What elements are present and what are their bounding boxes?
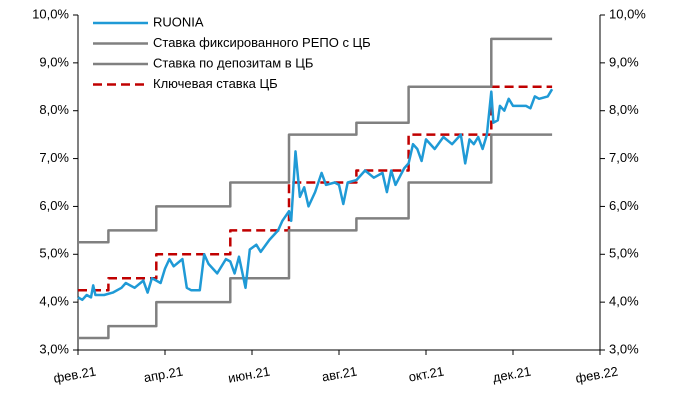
y2-tick-label: 7,0% (609, 150, 639, 165)
y-tick-label: 7,0% (39, 150, 69, 165)
y-tick-label: 4,0% (39, 294, 69, 309)
legend-label: RUONIA (153, 14, 204, 29)
x-tick-label: апр.21 (143, 364, 185, 386)
y2-tick-label: 8,0% (609, 102, 639, 117)
x-tick-label: июн.21 (227, 364, 271, 386)
y-tick-label: 8,0% (39, 102, 69, 117)
y-tick-label: 3,0% (39, 341, 69, 356)
y2-tick-label: 5,0% (609, 246, 639, 261)
y2-tick-label: 6,0% (609, 198, 639, 213)
x-tick-label: фев.21 (52, 364, 97, 386)
legend-label: Ключевая ставка ЦБ (153, 76, 278, 91)
series-line (77, 88, 554, 302)
y-tick-label: 10,0% (32, 6, 69, 21)
y-tick-label: 5,0% (39, 246, 69, 261)
series-line (78, 85, 553, 292)
y-tick-label: 6,0% (39, 198, 69, 213)
series-line (78, 133, 553, 340)
legend-label: Ставка по депозитам в ЦБ (153, 55, 313, 70)
y2-tick-label: 3,0% (609, 341, 639, 356)
y2-tick-label: 4,0% (609, 294, 639, 309)
x-tick-label: дек.21 (492, 364, 533, 385)
legend-label: Ставка фиксированного РЕПО с ЦБ (153, 35, 371, 50)
x-tick-label: окт.21 (407, 364, 445, 385)
y2-tick-label: 9,0% (609, 54, 639, 69)
y2-tick-label: 10,0% (609, 6, 646, 21)
x-tick-label: фев.22 (574, 364, 619, 386)
x-tick-label: авг.21 (321, 364, 358, 385)
y-tick-label: 9,0% (39, 54, 69, 69)
series-line (78, 37, 553, 244)
